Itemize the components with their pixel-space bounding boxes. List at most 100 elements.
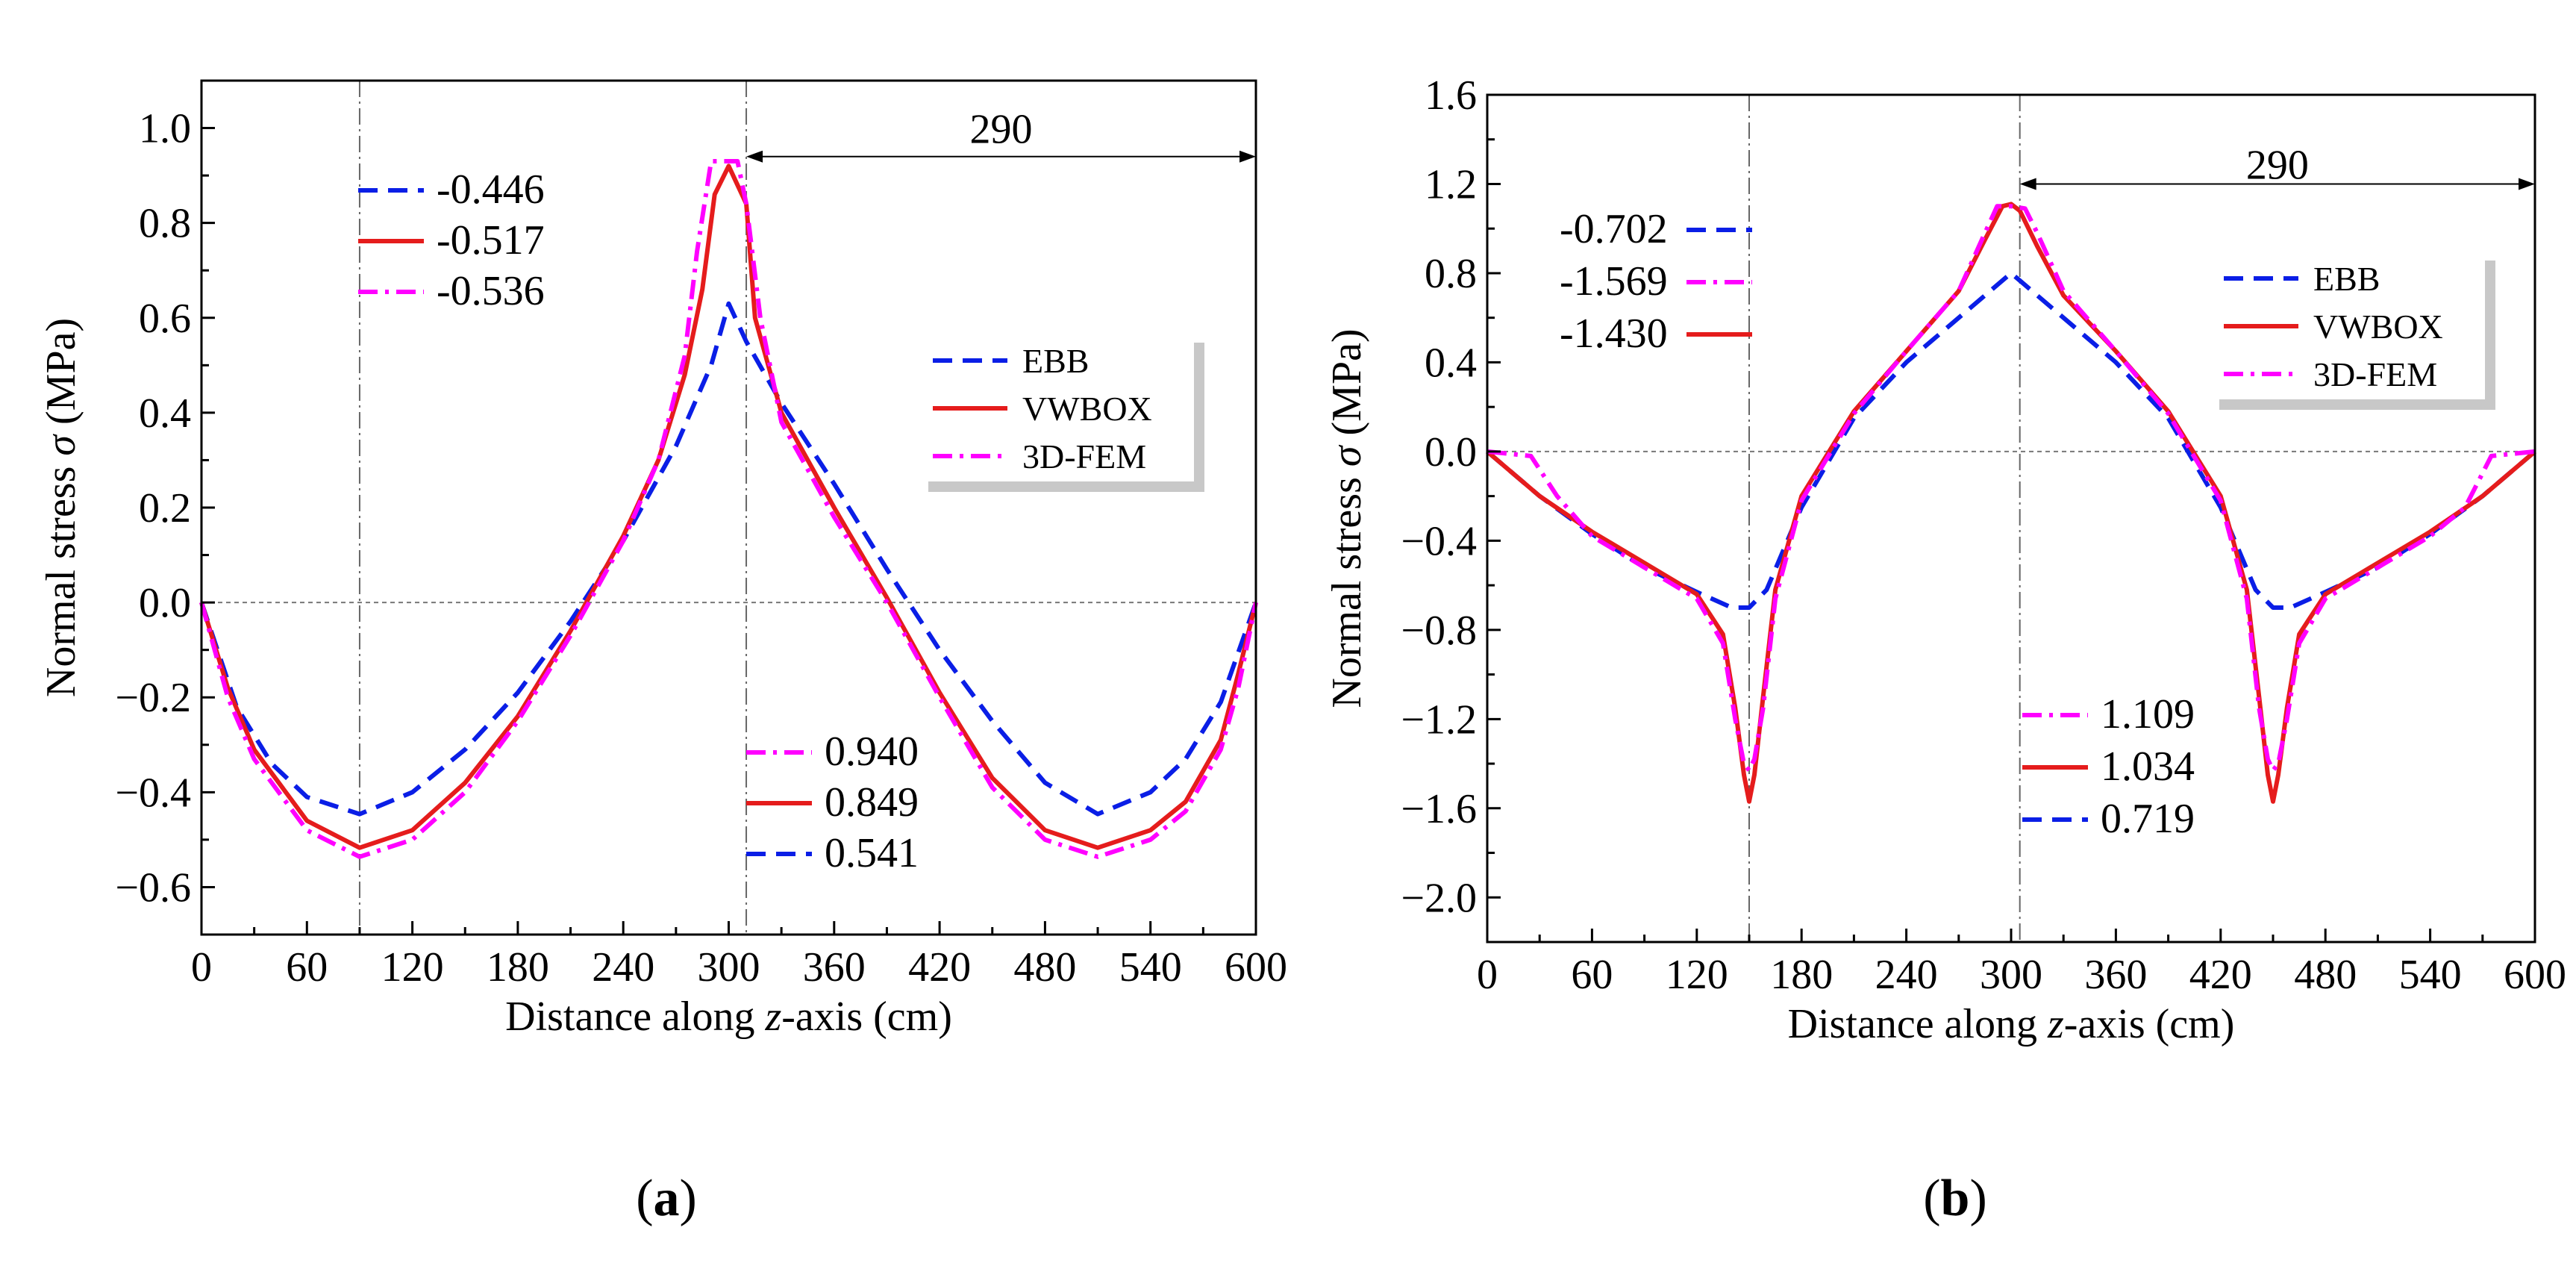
x-tick-label: 180 (487, 944, 549, 991)
annotation-value: 0.940 (825, 729, 919, 775)
x-tick-label: 300 (1980, 952, 2042, 998)
legend-label: VWBOX (2313, 308, 2443, 346)
value-annotations-min: -0.446-0.517 -0.536 (358, 166, 545, 314)
series-line-3dfem (199, 159, 1258, 859)
y-axis-title-part: (MPa) (38, 318, 84, 435)
y-tick-label: 0.6 (139, 296, 191, 342)
panel-label-letter: b (1941, 1170, 1970, 1227)
legend-label: 3D-FEM (2313, 355, 2437, 393)
x-tick-label: 240 (592, 944, 654, 991)
x-tick-label: 0 (191, 944, 212, 991)
y-tick-label: −2.0 (1401, 875, 1477, 921)
y-axis-title: Normal stress σ (MPa) (1324, 328, 1370, 708)
x-tick-label: 180 (1770, 952, 1833, 998)
y-tick-label: −0.2 (115, 675, 191, 721)
panel-label-paren: ) (1969, 1170, 1986, 1227)
series-line-3dfem (1486, 204, 2536, 773)
value-annotations-min: -0.702 -1.569 -1.430 (1560, 206, 1752, 357)
annotation-value: 0.541 (825, 830, 919, 876)
x-tick-label: 540 (1119, 944, 1182, 991)
legend-label: VWBOX (1022, 390, 1152, 428)
series-line-ebb (199, 301, 1258, 817)
y-tick-label: −0.4 (1401, 518, 1477, 564)
annotation-value: -0.536 (437, 268, 545, 314)
x-tick-label: 420 (2189, 952, 2252, 998)
x-axis-title-part: Distance along (505, 994, 765, 1040)
legend: EBB VWBOX 3D-FEM (2209, 250, 2495, 410)
x-axis-title: Distance along z-axis (cm) (505, 994, 952, 1040)
x-tick-label: 120 (381, 944, 444, 991)
y-axis-title-part: Normal stress (38, 456, 84, 698)
y-tick-label: 0.4 (1425, 340, 1477, 386)
y-tick-label: 0.2 (139, 485, 191, 531)
x-tick-label: 300 (698, 944, 760, 991)
legend-label: EBB (2313, 260, 2380, 298)
y-tick-label: −1.6 (1401, 786, 1477, 832)
annotation-value: -0.446 (437, 166, 545, 213)
y-axis-title-part: (MPa) (1324, 328, 1370, 446)
x-tick-label: 480 (2294, 952, 2357, 998)
y-tick-label: −0.8 (1401, 608, 1477, 654)
x-tick-label: 480 (1013, 944, 1076, 991)
y-tick-label: 1.0 (139, 106, 191, 152)
y-axis-title-part: σ (1324, 444, 1370, 467)
annotation-value: 0.849 (825, 779, 919, 826)
value-annotations-max: 1.109 1.034 0.719 (2022, 691, 2195, 842)
legend-label: EBB (1022, 342, 1089, 380)
dimension-arrowhead-right (2519, 178, 2535, 190)
legend: EBB VWBOX 3D-FEM (918, 332, 1204, 492)
y-tick-label: 1.6 (1425, 72, 1477, 119)
x-axis-title-part: z (764, 994, 781, 1040)
x-tick-label: 0 (1477, 952, 1498, 998)
y-axis-title-part: Normal stress (1324, 467, 1370, 708)
x-tick-label: 240 (1875, 952, 1938, 998)
y-tick-label: 0.0 (1425, 429, 1477, 475)
chart-panel-b: 0 60 120 180 240 300 360 420 480 540 600 −2.0 −1.6 −1… (1324, 72, 2566, 1227)
x-axis-title-part: -axis (cm) (2064, 1001, 2235, 1047)
panel-label-paren: ) (680, 1170, 697, 1227)
y-tick-label: −1.2 (1401, 696, 1477, 743)
panel-label: (b) (1923, 1170, 1987, 1227)
y-tick-label: 0.4 (139, 390, 191, 437)
x-tick-label: 360 (2084, 952, 2147, 998)
x-tick-label: 120 (1666, 952, 1728, 998)
panel-label-letter: a (654, 1170, 680, 1227)
panel-label-paren: ( (636, 1170, 653, 1227)
y-axis-title-part: σ (38, 434, 84, 456)
x-tick-label: 600 (1225, 944, 1287, 991)
annotation-value: -1.569 (1560, 258, 1668, 305)
x-axis-title-part: Distance along (1788, 1001, 2048, 1047)
y-tick-label: −0.4 (115, 770, 191, 816)
x-axis-title-part: z (2047, 1001, 2064, 1047)
x-tick-label: 60 (1571, 952, 1613, 998)
dimension-arrowhead-left (2019, 178, 2036, 190)
annotation-value: -0.702 (1560, 206, 1668, 252)
y-tick-label: −0.6 (115, 864, 191, 911)
y-axis-title: Normal stress σ (MPa) (38, 318, 84, 697)
x-axis-title-part: -axis (cm) (781, 994, 952, 1040)
annotation-value: -1.430 (1560, 311, 1668, 357)
x-tick-label: 60 (286, 944, 328, 991)
dimension-arrowhead-right (1239, 150, 1256, 163)
x-tick-label: 360 (803, 944, 866, 991)
panel-label: (a) (636, 1170, 697, 1227)
dimension-arrowhead-left (746, 150, 763, 163)
series-line-vwbox (199, 163, 1258, 850)
legend-label: 3D-FEM (1022, 437, 1146, 475)
panel-label-paren: ( (1923, 1170, 1940, 1227)
y-tick-label: 0.8 (1425, 251, 1477, 297)
annotation-value: 1.109 (2101, 691, 2195, 737)
annotation-value: 0.719 (2101, 796, 2195, 842)
x-tick-label: 540 (2399, 952, 2462, 998)
chart-panel-a: 0 60 120 180 240 300 360 420 480 540 600 −0.6 −0.4 −0… (38, 79, 1287, 1227)
y-tick-label: 0.0 (139, 580, 191, 626)
dimension-label: 290 (2246, 143, 2309, 189)
dimension-label: 290 (970, 107, 1033, 153)
x-axis-title: Distance along z-axis (cm) (1788, 1001, 2235, 1047)
annotation-value: -0.517 (437, 217, 545, 263)
x-tick-label: 420 (908, 944, 971, 991)
annotation-value: 1.034 (2101, 743, 2195, 790)
x-tick-label: 600 (2504, 952, 2566, 998)
